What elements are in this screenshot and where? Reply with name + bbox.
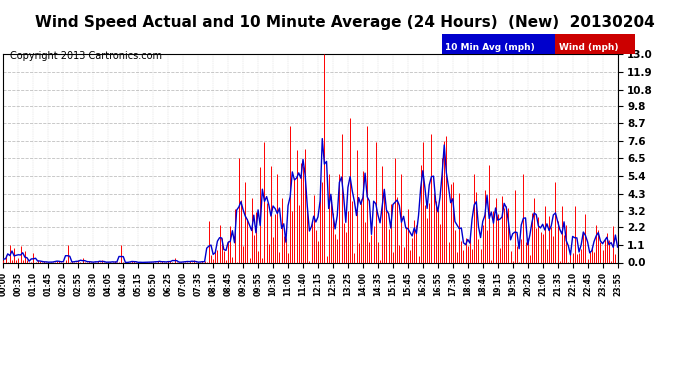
Text: Wind Speed Actual and 10 Minute Average (24 Hours)  (New)  20130204: Wind Speed Actual and 10 Minute Average … — [35, 15, 655, 30]
Text: Copyright 2013 Cartronics.com: Copyright 2013 Cartronics.com — [10, 51, 162, 61]
Text: Wind (mph): Wind (mph) — [559, 43, 618, 52]
Text: 10 Min Avg (mph): 10 Min Avg (mph) — [445, 43, 535, 52]
